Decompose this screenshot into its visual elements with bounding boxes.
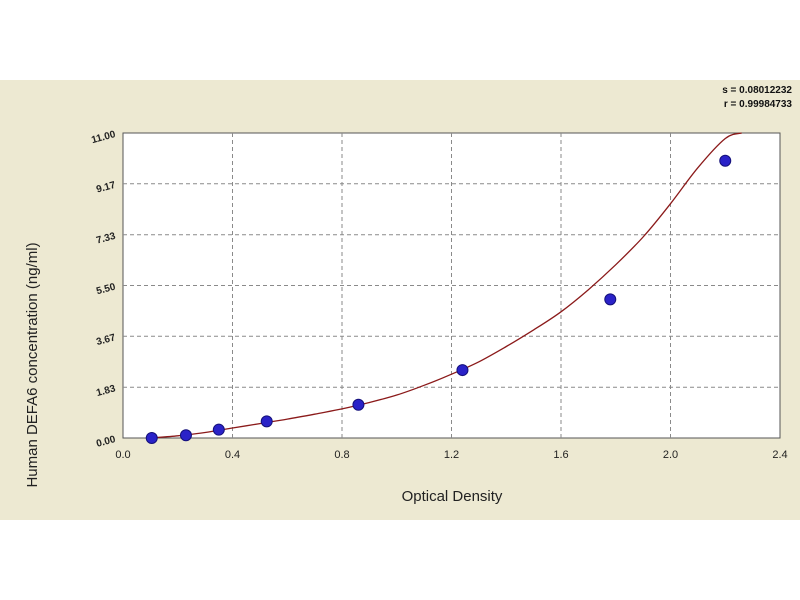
x-tick-labels: 0.0 0.4 0.8 1.2 1.6 2.0 2.4 bbox=[115, 449, 787, 461]
grid bbox=[123, 133, 780, 438]
y-tick-label: 3.67 bbox=[95, 332, 117, 348]
fit-curve bbox=[150, 132, 742, 439]
data-point bbox=[456, 364, 469, 377]
y-tick-label: 0.00 bbox=[95, 434, 117, 450]
fit-stat-r: r = 0.99984733 bbox=[724, 99, 793, 110]
y-tick-labels: 0.00 1.83 3.67 5.50 7.33 9.17 11.00 bbox=[90, 129, 117, 450]
chart-panel: s = 0.08012232 r = 0.99984733 0.0 0.4 0.8 1… bbox=[0, 80, 800, 520]
fit-curve-layer bbox=[150, 132, 742, 439]
x-axis-title: Optical Density bbox=[402, 488, 503, 505]
x-tick-label: 1.6 bbox=[553, 449, 568, 461]
x-tick-label: 0.4 bbox=[225, 449, 240, 461]
data-point bbox=[212, 423, 225, 436]
data-point bbox=[145, 432, 158, 444]
chart-svg: s = 0.08012232 r = 0.99984733 0.0 0.4 0.8 1… bbox=[24, 85, 793, 505]
data-points bbox=[145, 154, 732, 444]
x-tick-label: 0.8 bbox=[334, 449, 349, 461]
x-tick-label: 0.0 bbox=[115, 449, 130, 461]
fit-stat-s: s = 0.08012232 bbox=[722, 85, 792, 96]
y-tick-label: 7.33 bbox=[95, 231, 117, 247]
data-point bbox=[179, 429, 192, 442]
x-tick-label: 1.2 bbox=[444, 449, 459, 461]
data-point bbox=[719, 154, 732, 167]
y-tick-label: 1.83 bbox=[95, 383, 117, 399]
data-point bbox=[604, 293, 617, 306]
y-tick-label: 5.50 bbox=[95, 282, 117, 298]
x-tick-label: 2.4 bbox=[772, 449, 787, 461]
y-tick-label: 9.17 bbox=[95, 180, 117, 196]
y-axis-title: Human DEFA6 concentration (ng/ml) bbox=[24, 242, 41, 487]
data-point bbox=[260, 415, 273, 428]
y-tick-label: 11.00 bbox=[90, 129, 117, 146]
data-point bbox=[352, 398, 365, 411]
x-tick-label: 2.0 bbox=[663, 449, 678, 461]
